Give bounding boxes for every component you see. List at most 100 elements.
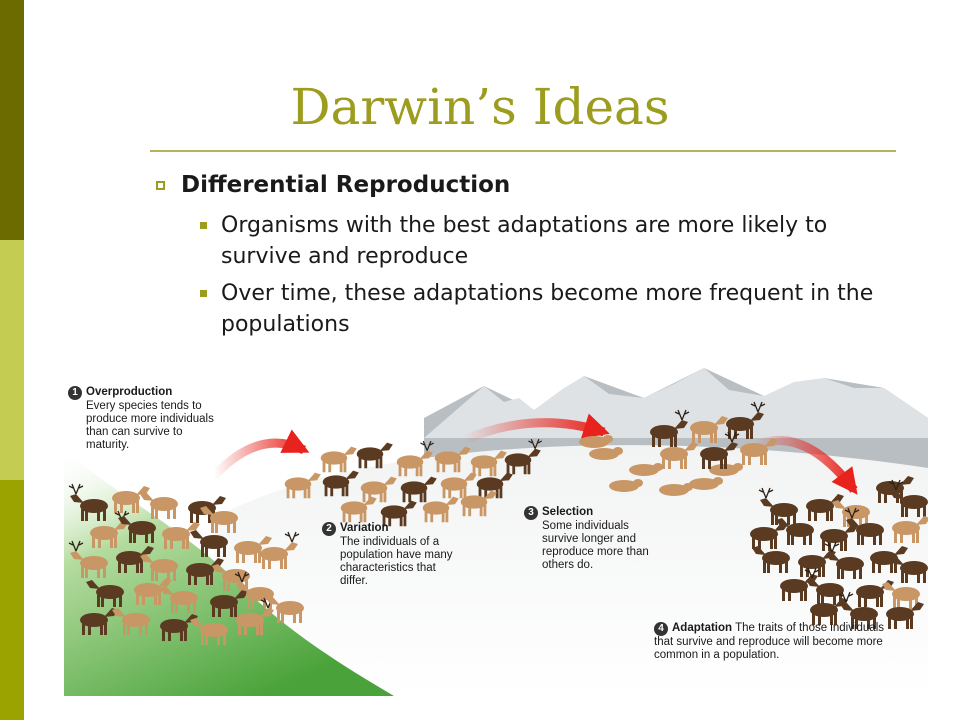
reindeer-icon (234, 536, 272, 563)
reindeer-icon (112, 608, 150, 635)
step-number-badge: 1 (68, 386, 82, 400)
reindeer-icon (190, 530, 228, 557)
fallen-reindeer-icon (629, 463, 663, 476)
reindeer-icon (752, 546, 790, 573)
sub-bullet: Organisms with the best adaptations are … (200, 210, 910, 272)
reindeer-icon (440, 472, 477, 499)
sidebar-stripe (0, 0, 24, 720)
reindeer-icon (200, 506, 238, 533)
reindeer-icon (726, 401, 766, 439)
reindeer-icon (190, 618, 228, 645)
reindeer-icon (470, 450, 507, 477)
reindeer-icon (740, 438, 778, 465)
reindeer-icon (162, 522, 200, 549)
fallen-reindeer-icon (659, 483, 693, 496)
step-number-badge: 2 (322, 522, 336, 536)
reindeer-icon (134, 578, 172, 605)
title-divider (150, 150, 896, 152)
reindeer-icon (700, 431, 740, 469)
reindeer-icon (844, 507, 884, 545)
reindeer-icon (186, 558, 224, 585)
step-text: Some individuals survive longer and repr… (542, 520, 649, 571)
fallen-reindeer-icon (579, 435, 613, 448)
reindeer-icon (356, 442, 393, 469)
reindeer-icon (116, 546, 154, 573)
fallen-reindeer-icon (689, 477, 723, 490)
step-text: The traits of those individuals that sur… (654, 622, 885, 661)
fallen-reindeer-icon (609, 479, 643, 492)
reindeer-icon (870, 546, 908, 573)
reindeer-icon (140, 492, 178, 519)
reindeer-icon (234, 571, 274, 609)
sidebar-block-middle (0, 240, 24, 480)
reindeer-icon (886, 602, 924, 629)
reindeer-icon (320, 446, 357, 473)
reindeer-icon (434, 446, 471, 473)
reindeer-icon (504, 438, 543, 475)
reindeer-icon (838, 591, 878, 629)
fallen-reindeer-icon (709, 463, 743, 476)
step-heading: Overproduction (86, 386, 173, 398)
step-label-4: 4 Adaptation The traits of those individu… (654, 622, 904, 662)
main-bullet: Differential Reproduction (150, 172, 910, 198)
reindeer-icon (476, 472, 513, 499)
reindeer-icon (888, 479, 928, 517)
arrow-head-icon (831, 466, 858, 495)
slide-title: Darwin’s Ideas (290, 78, 670, 136)
reindeer-icon (68, 540, 108, 578)
step-number-badge: 3 (524, 506, 538, 520)
reindeer-icon (882, 582, 920, 609)
reindeer-icon (690, 416, 728, 443)
reindeer-icon (824, 541, 864, 579)
sub-bullet-text: Over time, these adaptations become more… (221, 281, 874, 337)
sub-bullet-text: Organisms with the best adaptations are … (221, 213, 828, 269)
reindeer-icon (160, 586, 198, 613)
step-label-1: 1 Overproduction Every species tends to p… (68, 386, 218, 452)
reindeer-icon (210, 590, 248, 617)
reindeer-icon (660, 442, 698, 469)
reindeer-icon (650, 409, 690, 447)
reindeer-icon (460, 490, 497, 517)
sidebar-block-top (0, 0, 24, 240)
figure-illustration (64, 368, 928, 696)
reindeer-icon (758, 487, 798, 525)
step-label-3: 3 Selection Some individuals survive long… (524, 506, 684, 572)
sub-bullet: Over time, these adaptations become more… (200, 278, 910, 340)
step-heading: Variation (340, 522, 389, 534)
step-heading: Adaptation (672, 622, 733, 634)
step-text: The individuals of a population have man… (340, 536, 453, 587)
reindeer-icon (284, 472, 321, 499)
natural-selection-figure: 1 Overproduction Every species tends to p… (64, 358, 928, 696)
reindeer-icon (806, 494, 844, 521)
reindeer-icon (266, 596, 304, 623)
bullet-list: Differential Reproduction Organisms with… (150, 172, 910, 346)
reindeer-icon (260, 531, 300, 569)
fallen-reindeer-icon (589, 447, 623, 460)
step-text: Every species tends to produce more indi… (86, 400, 214, 451)
sidebar-block-bottom (0, 480, 24, 720)
step-heading: Selection (542, 506, 594, 518)
square-bullet-icon (200, 290, 207, 297)
animal-herds (68, 401, 928, 645)
arrow-head-icon (280, 429, 310, 453)
step-label-2: 2 Variation The individuals of a populati… (322, 522, 472, 588)
reindeer-icon (400, 476, 437, 503)
reindeer-icon (322, 470, 359, 497)
step-number-badge: 4 (654, 622, 668, 636)
reindeer-icon (422, 496, 459, 523)
reindeer-icon (810, 598, 848, 625)
reindeer-icon (340, 496, 377, 523)
reindeer-icon (776, 518, 814, 545)
reindeer-icon (360, 476, 397, 503)
reindeer-icon (118, 516, 156, 543)
square-bullet-icon (200, 222, 207, 229)
reindeer-icon (892, 516, 928, 543)
reindeer-icon (804, 567, 844, 605)
main-bullet-text: Differential Reproduction (181, 172, 511, 198)
reindeer-icon (380, 500, 417, 527)
reindeer-icon (86, 580, 124, 607)
process-arrows (210, 413, 858, 495)
reindeer-icon (68, 483, 108, 521)
reindeer-icon (140, 554, 178, 581)
arrow-head-icon (581, 413, 610, 439)
